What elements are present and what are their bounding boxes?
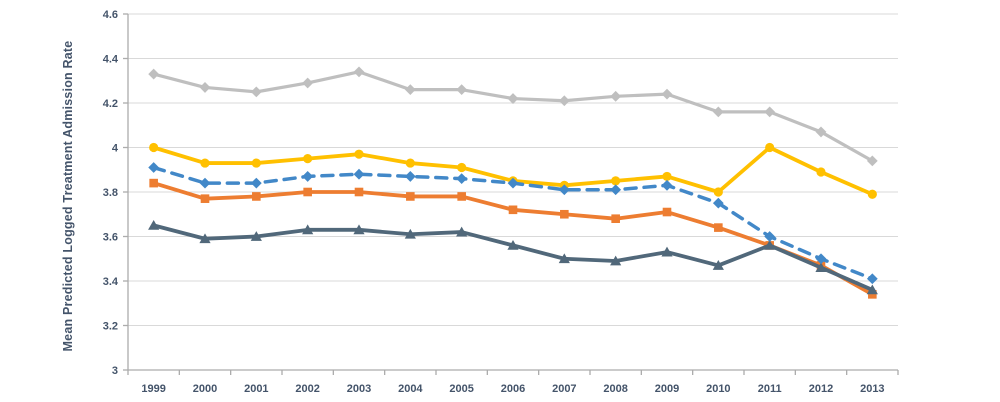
- ytick-label: 3.8: [103, 187, 118, 199]
- xtick-label: 2003: [347, 383, 371, 395]
- ytick-label: 3.2: [103, 321, 118, 333]
- ytick-label: 4.6: [103, 9, 118, 21]
- y-axis-title: Mean Predicted Logged Treatment Admissio…: [61, 41, 75, 352]
- xtick-label: 1999: [141, 383, 165, 395]
- light-gray-diamond-line: [148, 66, 878, 167]
- xtick-label: 2004: [398, 383, 423, 395]
- slate-triangle-line: [148, 219, 878, 295]
- xtick-label: 2009: [655, 383, 679, 395]
- xtick-label: 2000: [193, 383, 217, 395]
- series-lines: [148, 66, 878, 299]
- ytick-label: 3: [112, 365, 118, 377]
- axes: [123, 13, 899, 375]
- xtick-label: 2010: [706, 383, 730, 395]
- ytick-label: 3.4: [103, 276, 119, 288]
- xtick-label: 2002: [295, 383, 319, 395]
- y-axis-tick-labels: 3 3.2 3.4 3.6 3.8 4 4.2 4.4 4.6: [103, 9, 119, 377]
- xtick-label: 2011: [758, 383, 782, 395]
- ytick-label: 4: [112, 143, 119, 155]
- xtick-label: 2012: [809, 383, 833, 395]
- xtick-label: 2007: [552, 383, 576, 395]
- blue-dashed-diamond-line: [148, 162, 878, 285]
- xtick-label: 2005: [449, 383, 473, 395]
- ytick-label: 3.6: [103, 232, 118, 244]
- xtick-label: 2001: [244, 383, 268, 395]
- xtick-label: 2006: [501, 383, 525, 395]
- ytick-label: 4.2: [103, 98, 118, 110]
- xtick-label: 2013: [860, 383, 884, 395]
- x-axis-tick-labels: 1999 2000 2001 2002 2003 2004 2005 2006 2007 2008…: [141, 383, 884, 395]
- gridlines: [128, 13, 898, 326]
- xtick-label: 2008: [603, 383, 627, 395]
- ytick-label: 4.4: [103, 54, 119, 66]
- gold-circle-line: [149, 142, 877, 199]
